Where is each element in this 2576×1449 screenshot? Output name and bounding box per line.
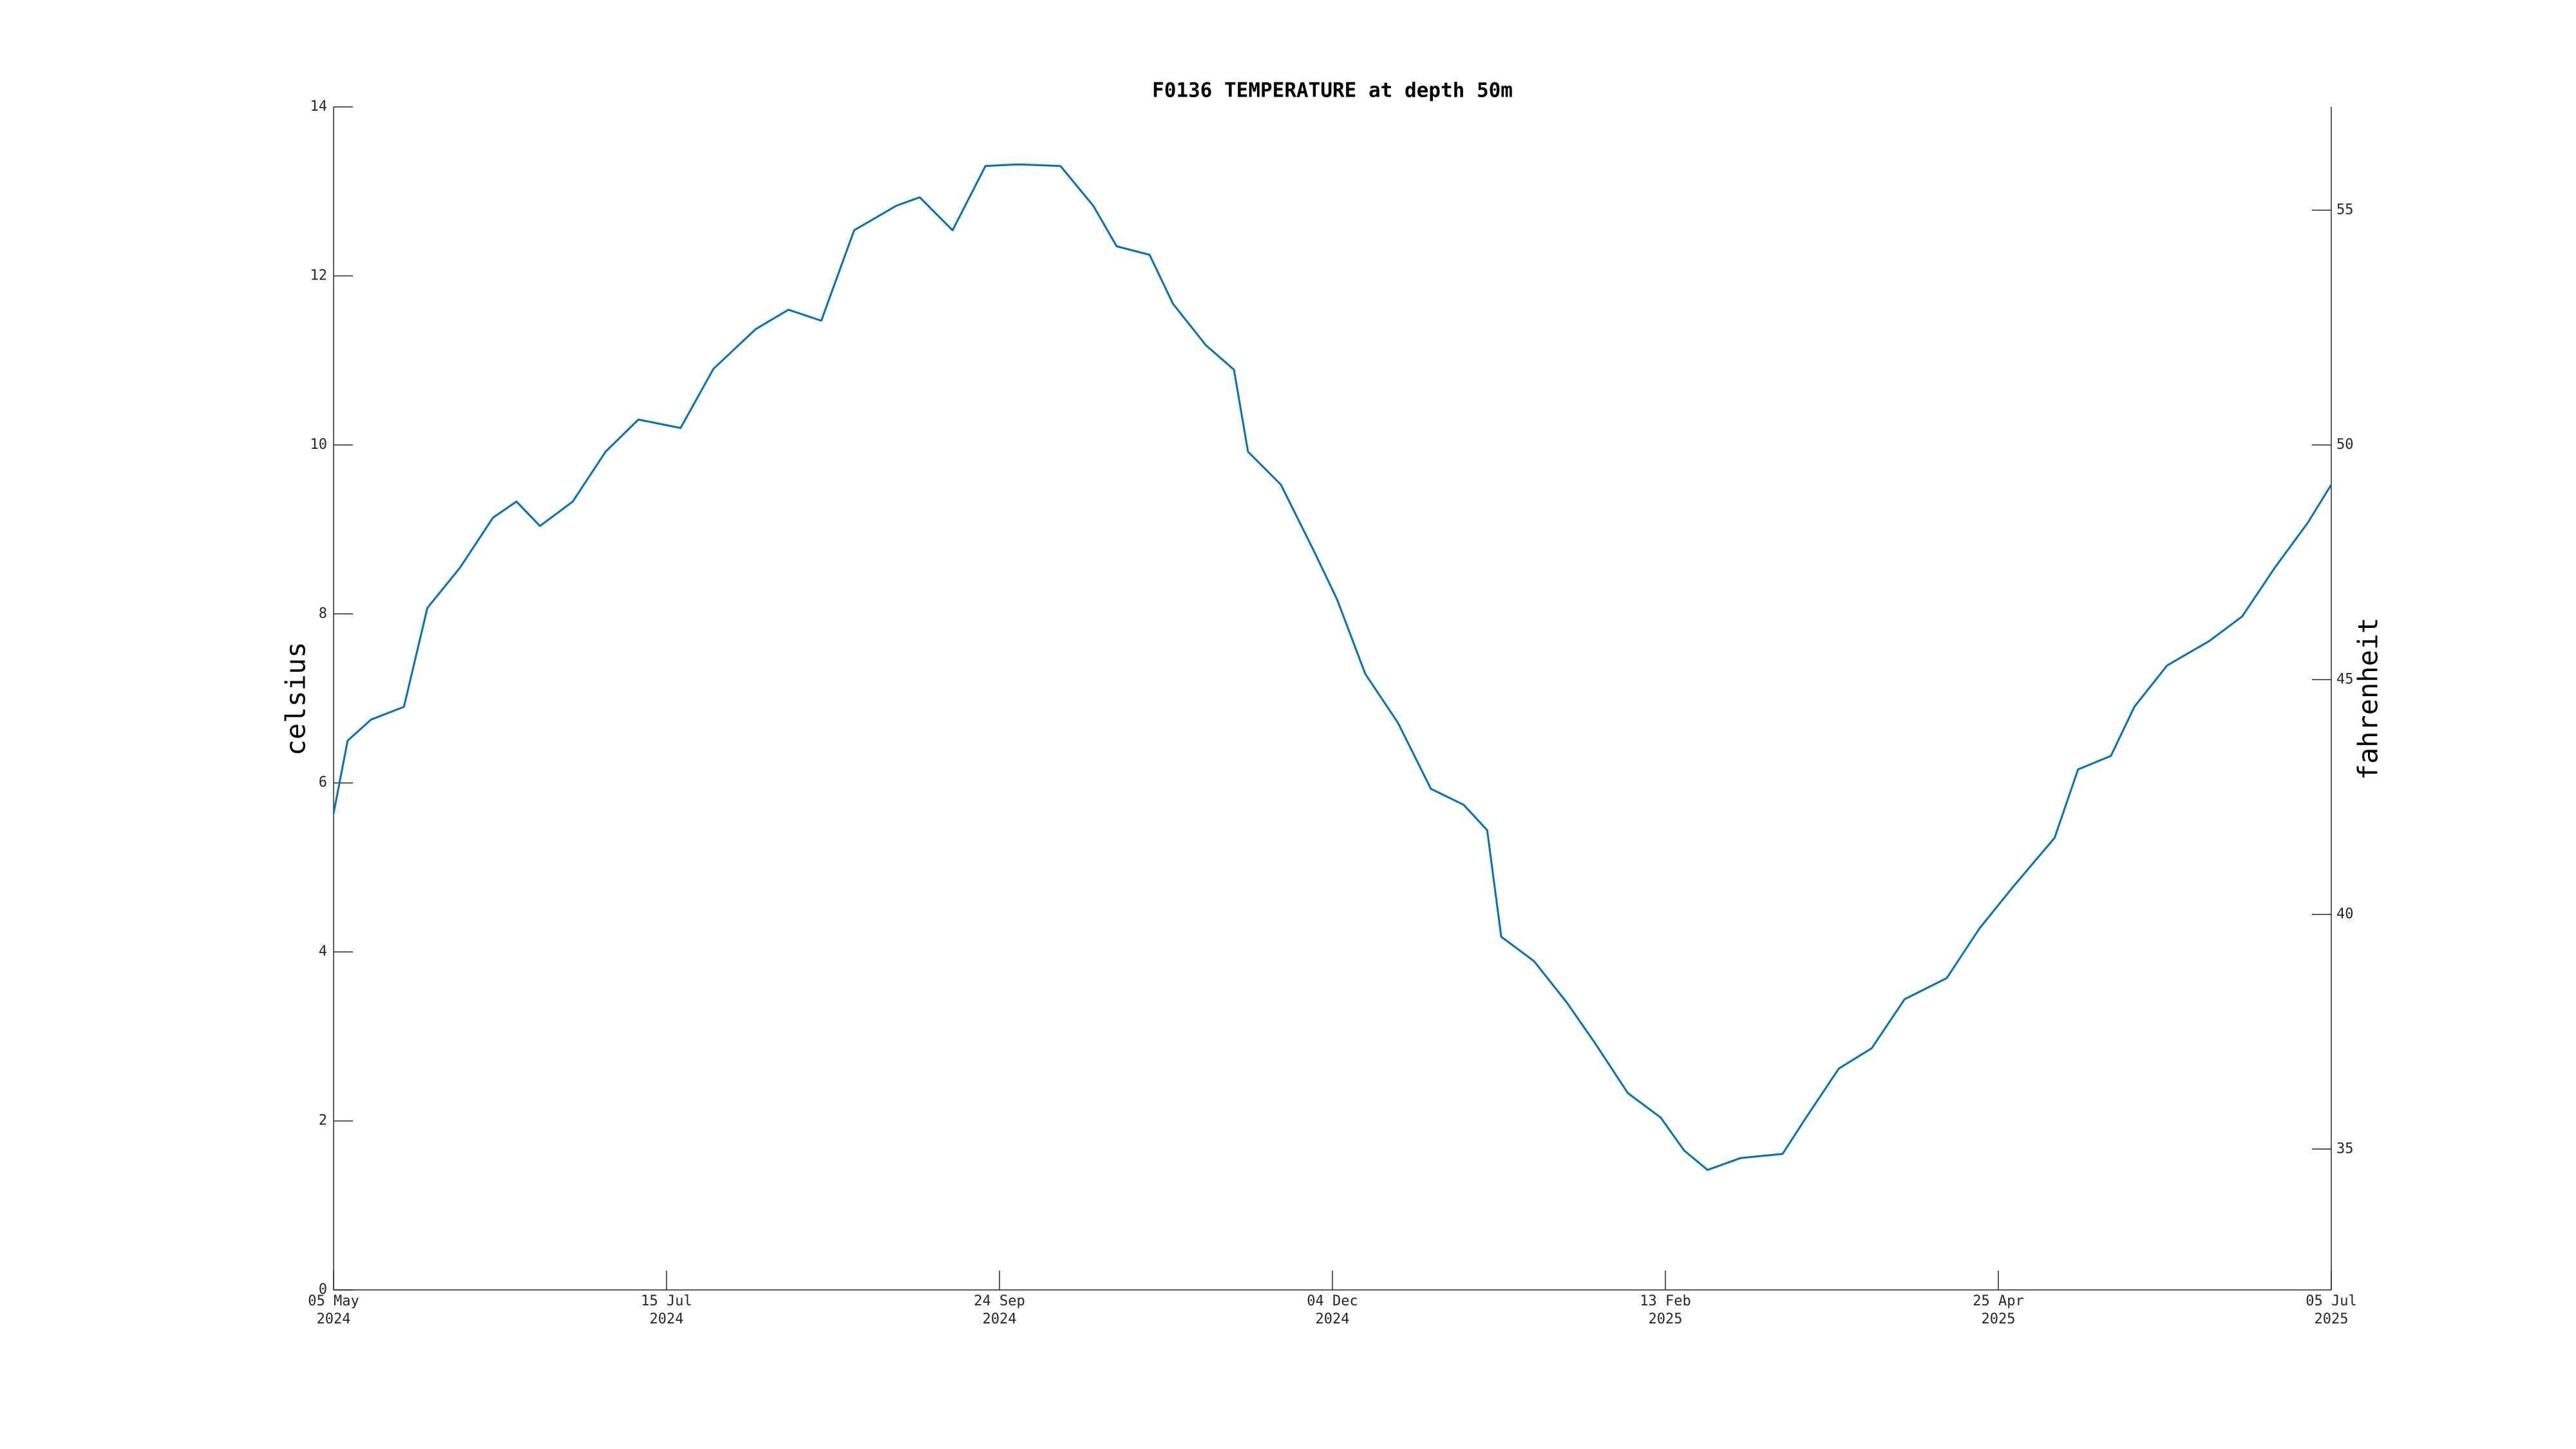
y2-tick-label: 35 xyxy=(2336,1141,2354,1157)
y-tick-label: 6 xyxy=(319,775,327,791)
y-tick-label: 14 xyxy=(310,99,328,115)
x-tick-label: 2025 xyxy=(1982,1311,2016,1327)
y2-axis-label: fahrenheit xyxy=(2353,618,2384,781)
y2-tick-label: 55 xyxy=(2336,202,2354,218)
y-axis-label: celsius xyxy=(280,641,312,755)
y2-tick-label: 45 xyxy=(2336,671,2354,687)
y2-tick-label: 40 xyxy=(2336,906,2354,922)
x-tick-label: 2025 xyxy=(2315,1311,2349,1327)
chart-title: F0136 TEMPERATURE at depth 50m xyxy=(1152,79,1513,102)
x-tick-label: 05 May xyxy=(308,1293,359,1309)
x-tick-label: 24 Sep xyxy=(974,1293,1025,1309)
y2-tick-label: 50 xyxy=(2336,437,2354,453)
y-tick-label: 0 xyxy=(319,1282,327,1298)
y-tick-label: 2 xyxy=(319,1113,327,1129)
x-tick-label: 04 Dec xyxy=(1307,1293,1358,1309)
x-tick-label: 2024 xyxy=(983,1311,1017,1327)
x-tick-label: 2025 xyxy=(1649,1311,1683,1327)
y-tick-label: 10 xyxy=(310,437,328,453)
x-tick-label: 05 Jul xyxy=(2306,1293,2356,1309)
y-tick-label: 12 xyxy=(310,267,328,283)
x-tick-label: 2024 xyxy=(650,1311,684,1327)
temperature-line xyxy=(332,163,2333,1171)
x-tick-label: 2024 xyxy=(317,1311,351,1327)
y-tick-label: 4 xyxy=(319,943,327,960)
x-tick-label: 25 Apr xyxy=(1973,1293,2023,1309)
x-tick-label: 2024 xyxy=(1316,1311,1350,1327)
y-tick-label: 8 xyxy=(319,605,327,621)
x-tick-label: 13 Feb xyxy=(1640,1293,1690,1309)
x-tick-label: 15 Jul xyxy=(641,1293,692,1309)
